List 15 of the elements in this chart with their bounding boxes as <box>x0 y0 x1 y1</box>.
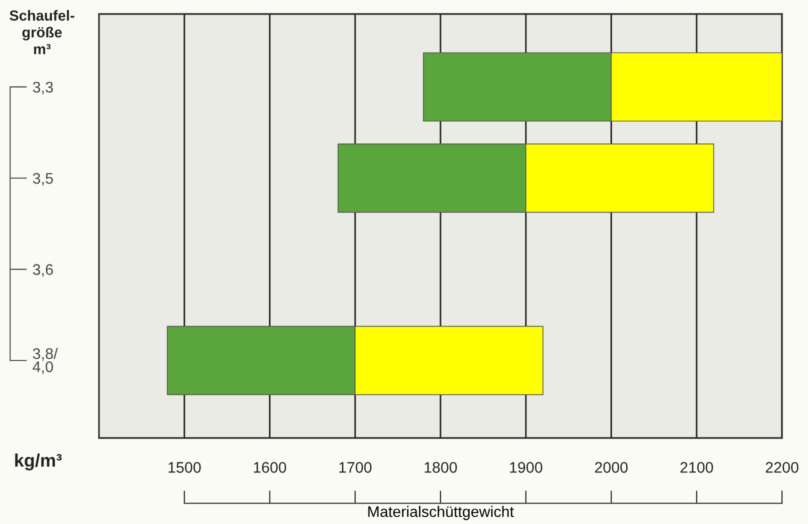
x-tick-label: 2000 <box>595 462 628 473</box>
x-tick-label: 2100 <box>680 462 714 473</box>
text: kg/m³ <box>15 454 62 470</box>
y-tick-label: 3,6 <box>32 264 53 277</box>
x-axis-title: Materialschüttgewicht <box>368 506 514 520</box>
y-tick-label: 3,3 <box>32 82 53 94</box>
x-tick-label: 1700 <box>339 462 372 473</box>
y-tick-label: 3,5 <box>32 172 53 186</box>
x-tick-label: 1500 <box>168 462 201 473</box>
x-tick-label: 1900 <box>510 462 542 473</box>
x-tick-label: 2200 <box>766 462 798 473</box>
x-tick-label: 1600 <box>254 462 286 473</box>
y-tick-label: 3,8/ 4,0 <box>32 348 58 374</box>
x-tick-label: 1800 <box>424 462 457 473</box>
y-axis-title: Schaufel- größe m³ <box>10 10 74 54</box>
